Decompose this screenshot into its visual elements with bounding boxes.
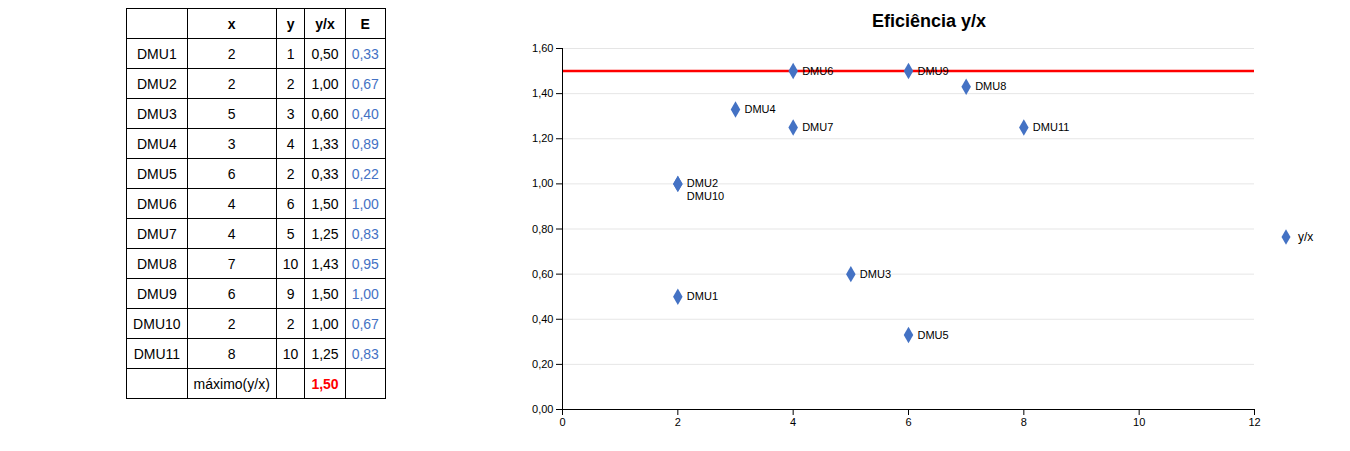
html-text:DMU1: DMU1 [137,45,177,62]
html-text:0,50: 0,50 [311,45,339,62]
html-text:1,00: 1,00 [351,195,379,212]
html-text:x: x [227,15,236,32]
html-text:2: 2 [286,75,295,92]
html-text:3: 3 [286,105,295,122]
html-text:1,50: 1,50 [311,285,339,302]
html-text:2: 2 [286,165,295,182]
svg-text:DMU5: DMU5 [918,329,949,341]
svg-text:DMU6: DMU6 [802,65,833,77]
html-text:DMU3: DMU3 [137,105,177,122]
html-text:6: 6 [227,285,236,302]
html-text:8: 8 [227,345,236,362]
svg-text:DMU4: DMU4 [745,103,776,115]
html-text:0,33: 0,33 [311,165,339,182]
html-text:1,50: 1,50 [311,375,339,392]
html-text:DMU5: DMU5 [137,165,177,182]
html-text:0,67: 0,67 [351,315,379,332]
svg-text:DMU8: DMU8 [975,80,1006,92]
html-text:1,43: 1,43 [311,255,339,272]
svg-text:0,40: 0,40 [532,313,553,325]
html-text:1,25: 1,25 [311,225,339,242]
svg-text:0,00: 0,00 [532,403,553,415]
html-text:3: 3 [227,135,236,152]
html-text:5: 5 [227,105,236,122]
html-text:6: 6 [286,195,295,212]
svg-text:0,80: 0,80 [532,223,553,235]
svg-text:0,20: 0,20 [532,358,553,370]
html-text:6: 6 [227,165,236,182]
html-text:4: 4 [227,225,236,242]
svg-text:0,60: 0,60 [532,268,553,280]
svg-text:12: 12 [1248,416,1260,428]
html-text:9: 9 [286,285,295,302]
svg-text:DMU11: DMU11 [1033,121,1069,133]
html-text:0,67: 0,67 [351,75,379,92]
svg-text:0: 0 [559,416,565,428]
svg-text:DMU1: DMU1 [687,290,718,302]
html-text:DMU9: DMU9 [137,285,177,302]
html-text:2: 2 [227,75,236,92]
html-text:7: 7 [227,255,236,272]
svg-text:1,40: 1,40 [532,87,553,99]
svg-text:8: 8 [1021,416,1027,428]
svg-text:DMU9: DMU9 [918,65,949,77]
html-text:0,83: 0,83 [351,225,379,242]
html-text:y/x: y/x [315,15,335,32]
svg-text:2: 2 [675,416,681,428]
html-text:1,00: 1,00 [311,75,339,92]
html-text:0,40: 0,40 [351,105,379,122]
svg-text:6: 6 [905,416,911,428]
html-text:DMU6: DMU6 [137,195,177,212]
html-text:Eficiência y/x: Eficiência y/x [872,11,986,31]
svg-text:10: 10 [1133,416,1145,428]
html-text:4: 4 [286,135,295,152]
html-text:DMU2: DMU2 [137,75,177,92]
html-text:máximo(y/x): máximo(y/x) [193,375,270,392]
html-text:0,95: 0,95 [351,255,379,272]
html-text:1,25: 1,25 [311,345,339,362]
html-text:1: 1 [286,45,295,62]
html-text:10: 10 [282,255,299,272]
svg-text:4: 4 [790,416,796,428]
html-text:DMU11: DMU11 [133,345,180,362]
html-text:2: 2 [227,45,236,62]
svg-text:DMU2: DMU2 [687,177,718,189]
svg-text:DMU10: DMU10 [687,190,724,202]
html-text:DMU7: DMU7 [137,225,177,242]
svg-text:DMU3: DMU3 [860,268,891,280]
svg-text:DMU7: DMU7 [802,121,833,133]
html-text:10: 10 [282,345,299,362]
html-text:DMU4: DMU4 [137,135,177,152]
html-text:1,50: 1,50 [311,195,339,212]
html-text:0,22: 0,22 [351,165,379,182]
html-text:1,00: 1,00 [311,315,339,332]
svg-text:1,00: 1,00 [532,177,553,189]
html-text:2: 2 [227,315,236,332]
html-text:y: y [286,15,295,32]
html-text:1,00: 1,00 [351,285,379,302]
html-text:0,83: 0,83 [351,345,379,362]
html-text:E: E [360,15,370,32]
html-text:DMU10: DMU10 [133,315,181,332]
html-text:0,60: 0,60 [311,105,339,122]
html-text:4: 4 [227,195,236,212]
svg-text:1,20: 1,20 [532,132,553,144]
html-text:0,89: 0,89 [351,135,379,152]
html-text:DMU8: DMU8 [137,255,177,272]
html-text:y/x: y/x [1298,229,1314,244]
html-text:2: 2 [286,315,295,332]
html-text:1,33: 1,33 [311,135,339,152]
html-text:0,33: 0,33 [351,45,379,62]
html-text:5: 5 [286,225,295,242]
svg-text:1,60: 1,60 [532,42,553,54]
